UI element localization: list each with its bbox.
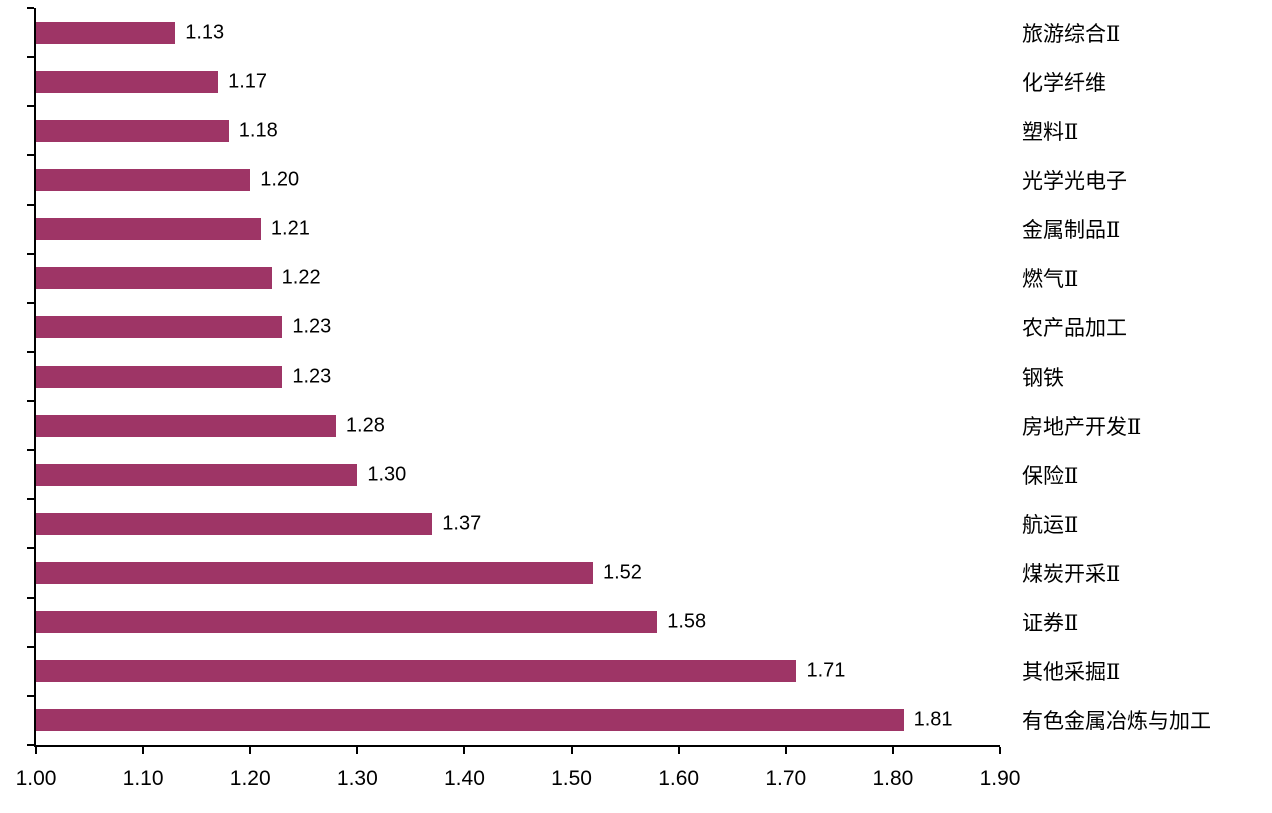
y-axis-tick (27, 596, 34, 599)
x-axis-tick (356, 747, 359, 754)
plot-area: 1.13 1.17 1.18 1.20 1.21 1.22 1.23 1.23 1.28 1.30… (16, 7, 1020, 790)
x-axis-tick (999, 747, 1001, 754)
y-axis-tick (27, 498, 34, 501)
y-axis-tick (27, 7, 34, 9)
category-label: 保险Ⅱ (1022, 463, 1079, 488)
bar (36, 562, 593, 585)
bar (36, 709, 904, 732)
bar-value-label: 1.81 (913, 708, 953, 731)
bar-value-label: 1.23 (292, 365, 332, 387)
x-axis-tick-label: 1.40 (444, 767, 485, 790)
y-axis-tick (27, 694, 34, 697)
x-axis-tick (784, 747, 787, 754)
bar-value-label: 1.71 (806, 659, 846, 682)
category-label: 光学光电子 (1022, 168, 1127, 193)
bar-value-label: 1.52 (602, 561, 642, 584)
y-axis-line (34, 8, 36, 745)
bar-value-label: 1.13 (185, 21, 225, 44)
bar-value-label: 1.30 (367, 463, 407, 486)
bar-value-label: 1.22 (281, 266, 321, 289)
bar-value-label: 1.17 (228, 70, 268, 93)
x-axis-tick-label: 1.30 (336, 767, 378, 790)
category-label: 房地产开发Ⅱ (1022, 414, 1142, 439)
category-label: 航运Ⅱ (1022, 512, 1079, 537)
x-axis-tick (249, 747, 252, 754)
bar (36, 267, 272, 290)
y-axis-tick (27, 400, 34, 403)
x-axis-tick-label: 1.20 (229, 767, 271, 790)
x-axis-tick-label: 1.70 (765, 767, 807, 790)
x-axis-tick-label: 1.60 (658, 767, 700, 790)
x-axis-tick-label: 1.00 (15, 767, 57, 790)
bar (36, 512, 433, 535)
category-label: 其他采掘Ⅱ (1022, 660, 1121, 685)
y-axis-tick (27, 252, 34, 255)
y-axis-tick (27, 645, 34, 648)
bar (36, 316, 283, 339)
bar (36, 168, 251, 191)
bar (36, 611, 658, 634)
y-axis-tick (27, 547, 34, 550)
y-axis-tick (27, 203, 34, 206)
category-label: 农产品加工 (1022, 316, 1127, 341)
category-label: 化学纤维 (1022, 70, 1106, 95)
y-axis-tick (27, 301, 34, 304)
bar-value-label: 1.58 (667, 610, 707, 633)
category-label: 燃气Ⅱ (1022, 267, 1079, 292)
x-axis-tick (35, 747, 37, 754)
bar-value-label: 1.23 (292, 315, 332, 338)
x-axis-tick (463, 747, 466, 754)
bar-value-label: 1.28 (345, 414, 385, 437)
y-axis-tick (27, 449, 34, 452)
category-label: 塑料Ⅱ (1022, 119, 1079, 144)
bar-value-label: 1.21 (270, 217, 310, 240)
x-axis-tick (677, 747, 680, 754)
category-labels: 旅游综合Ⅱ 化学纤维塑料Ⅱ 光学光电子金属制品Ⅱ 燃气Ⅱ 农产品加工钢铁房地产开发Ⅱ 保险… (1022, 8, 1272, 745)
x-axis-line (34, 745, 1000, 747)
bar-value-label: 1.37 (442, 512, 482, 535)
category-label: 煤炭开采Ⅱ (1022, 562, 1121, 587)
bar (36, 414, 336, 437)
y-axis-tick (27, 154, 34, 157)
category-label: 旅游综合Ⅱ (1022, 21, 1121, 46)
y-axis-tick (27, 105, 34, 108)
category-label: 钢铁 (1022, 365, 1064, 390)
bar (36, 218, 261, 241)
y-axis-tick (27, 744, 34, 746)
y-axis-tick (27, 350, 34, 353)
category-label: 有色金属冶炼与加工 (1022, 709, 1211, 734)
x-axis-tick (891, 747, 894, 754)
bar (36, 70, 219, 93)
x-axis-tick (570, 747, 573, 754)
category-label: 证券Ⅱ (1022, 611, 1079, 636)
x-axis-tick-label: 1.10 (122, 767, 164, 790)
bar-value-label: 1.20 (260, 168, 300, 191)
x-axis-tick (142, 747, 145, 754)
category-label: 金属制品Ⅱ (1022, 218, 1121, 243)
y-axis-tick (27, 56, 34, 59)
bar (36, 660, 797, 683)
bar (36, 463, 358, 486)
bar-value-label: 1.18 (238, 119, 278, 142)
x-axis-tick-label: 1.50 (551, 767, 592, 790)
bar (36, 119, 229, 142)
x-axis-tick-label: 1.90 (979, 767, 1021, 790)
x-axis-tick-label: 1.80 (872, 767, 914, 790)
bar (36, 21, 176, 44)
bar (36, 365, 283, 388)
